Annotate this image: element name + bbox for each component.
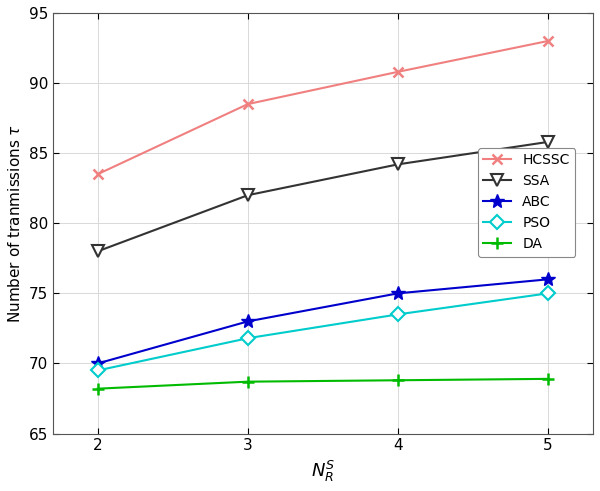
ABC	[394, 290, 401, 296]
Y-axis label: Number of tranmissions $\tau$: Number of tranmissions $\tau$	[7, 124, 23, 323]
SSA	[544, 139, 551, 145]
ABC	[244, 319, 251, 325]
HCSSC	[394, 69, 401, 75]
ABC	[94, 360, 101, 366]
HCSSC	[244, 101, 251, 107]
SSA	[94, 248, 101, 254]
HCSSC	[94, 171, 101, 177]
SSA	[244, 192, 251, 198]
HCSSC	[544, 38, 551, 44]
Line: DA: DA	[92, 373, 554, 394]
DA	[394, 377, 401, 383]
Line: ABC: ABC	[91, 273, 555, 370]
PSO	[244, 335, 251, 341]
Line: HCSSC: HCSSC	[93, 36, 553, 179]
Legend: HCSSC, SSA, ABC, PSO, DA: HCSSC, SSA, ABC, PSO, DA	[478, 148, 575, 257]
SSA	[394, 162, 401, 167]
Line: PSO: PSO	[93, 289, 553, 375]
Line: SSA: SSA	[92, 136, 554, 257]
X-axis label: $N_{R}^{S}$: $N_{R}^{S}$	[311, 459, 335, 484]
DA	[244, 379, 251, 384]
ABC	[544, 276, 551, 282]
PSO	[94, 367, 101, 373]
DA	[94, 386, 101, 392]
PSO	[544, 290, 551, 296]
PSO	[394, 311, 401, 317]
DA	[544, 376, 551, 382]
